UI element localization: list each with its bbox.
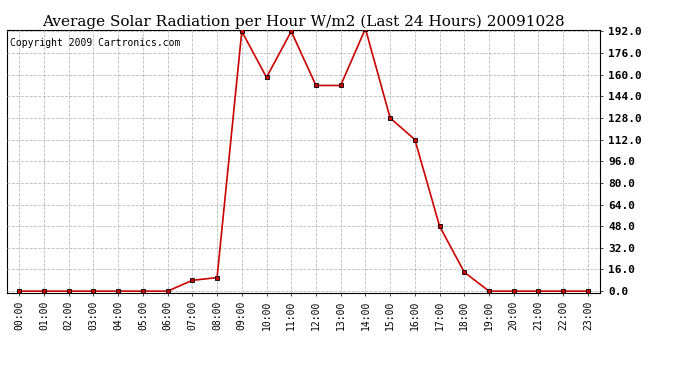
Title: Average Solar Radiation per Hour W/m2 (Last 24 Hours) 20091028: Average Solar Radiation per Hour W/m2 (L… [42, 15, 565, 29]
Text: Copyright 2009 Cartronics.com: Copyright 2009 Cartronics.com [10, 38, 180, 48]
